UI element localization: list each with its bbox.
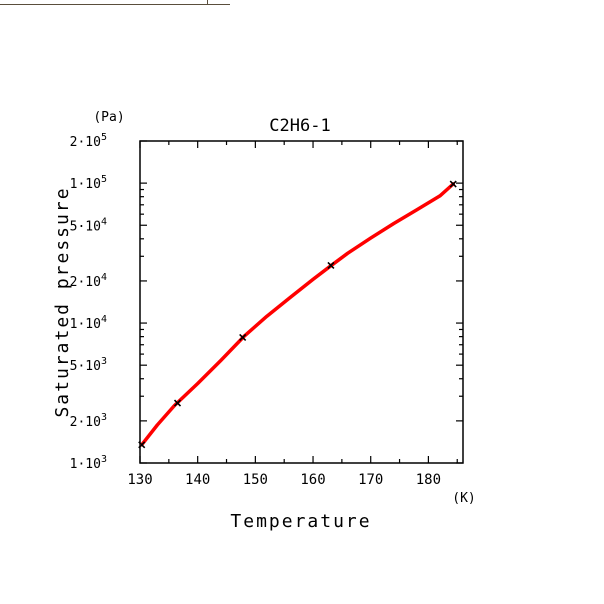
y-unit-label: (Pa) [93, 110, 124, 125]
y-axis-label: Saturated pressure [52, 186, 73, 417]
y-tick-label: 5·103 [70, 356, 107, 374]
chart-title: C2H6-1 [269, 116, 330, 136]
y-tick-label: 5·104 [70, 216, 107, 234]
fitted-pressure-curve [139, 182, 455, 447]
y-tick-label: 2·105 [70, 132, 107, 150]
data-point-marker [327, 261, 335, 270]
data-point-marker [239, 333, 247, 341]
x-tick-label: 180 [416, 472, 441, 488]
x-tick-label: 140 [185, 472, 210, 488]
y-tick-label: 1·103 [70, 454, 107, 472]
window-top-bar-divider [207, 0, 208, 4]
window-top-bar [0, 0, 230, 5]
x-tick-label: 150 [243, 472, 268, 488]
x-tick-label: 130 [127, 472, 152, 488]
plot-frame [139, 140, 464, 464]
x-tick-label: 170 [358, 472, 383, 488]
y-tick-label: 2·103 [70, 412, 107, 430]
y-tick-label: 1·104 [70, 314, 107, 332]
data-point-marker [173, 399, 182, 407]
x-axis-label: Temperature [230, 511, 371, 532]
x-tick-label: 160 [300, 472, 325, 488]
plot-area: 130 140 150 160 170 180 1·103 2·103 5·103 1·104 2·… [70, 132, 464, 488]
data-point-marker [449, 180, 457, 188]
x-unit-label: (K) [452, 491, 475, 506]
y-tick-label: 1·105 [70, 174, 107, 192]
data-point-marker [138, 441, 146, 449]
y-tick-label: 2·104 [70, 272, 107, 290]
